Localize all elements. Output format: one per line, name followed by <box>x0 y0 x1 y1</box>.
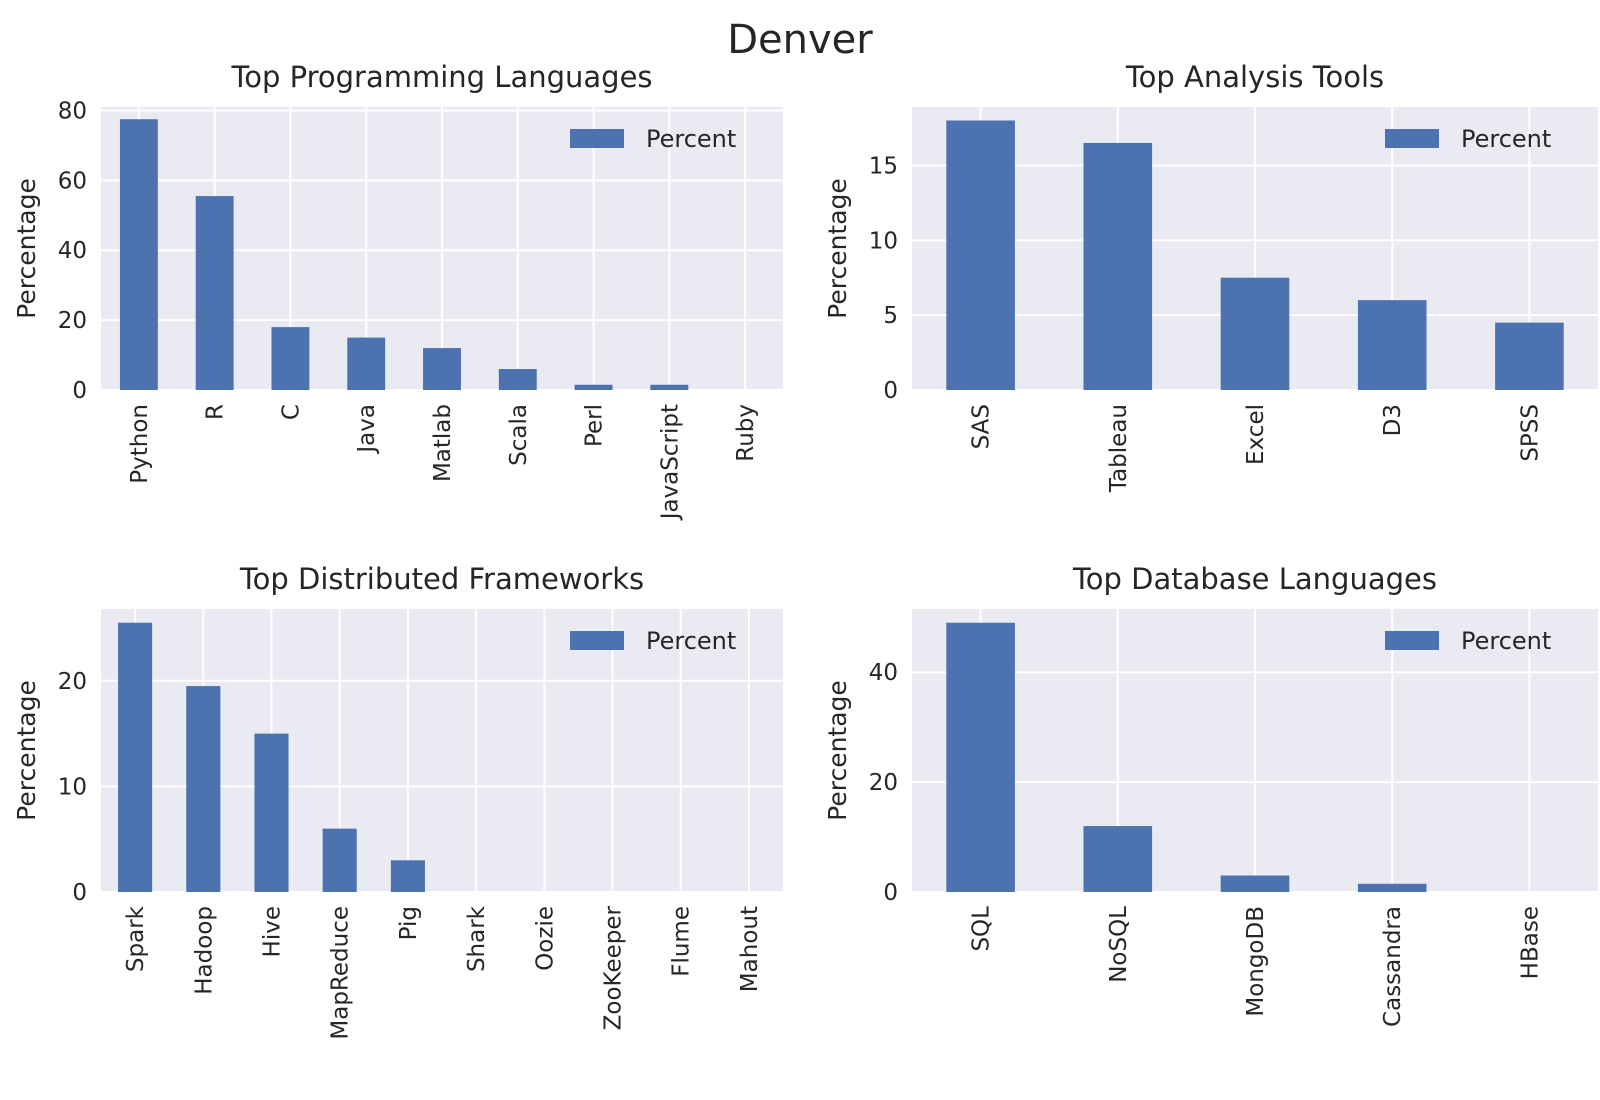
x-tick-label: HBase <box>1517 906 1543 979</box>
bar-perl <box>574 384 613 390</box>
legend: Percent <box>1385 627 1551 655</box>
y-tick-label: 0 <box>883 378 898 404</box>
y-axis-label: Percentage <box>12 178 41 319</box>
x-tick-label: Excel <box>1243 404 1269 465</box>
legend: Percent <box>1385 125 1551 153</box>
x-tick-label: C <box>278 404 304 420</box>
x-tick-label: MapReduce <box>328 906 354 1040</box>
y-tick-label: 80 <box>58 98 87 124</box>
bar-c <box>271 327 310 390</box>
bar-spss <box>1495 322 1564 390</box>
x-tick-label: Cassandra <box>1380 906 1406 1027</box>
legend: Percent <box>570 125 736 153</box>
x-tick-label: R <box>203 404 229 420</box>
x-tick-label: SQL <box>969 906 995 952</box>
bar-scala <box>498 369 537 390</box>
x-tick-label: NoSQL <box>1106 906 1132 983</box>
x-tick-label: Hadoop <box>191 906 217 995</box>
bar-hadoop <box>186 686 221 892</box>
x-tick-label: Java <box>354 404 380 455</box>
x-tick-label: Scala <box>506 404 532 466</box>
y-axis-label: Percentage <box>823 178 852 319</box>
bar-r <box>195 196 234 390</box>
x-tick-label: Tableau <box>1106 404 1132 493</box>
x-tick-label: Spark <box>123 905 149 972</box>
x-tick-label: Python <box>127 404 153 484</box>
legend-swatch <box>570 129 624 148</box>
bar-d3 <box>1357 300 1427 390</box>
legend-label: Percent <box>1461 125 1551 153</box>
x-tick-label: Mahout <box>737 906 763 992</box>
legend-label: Percent <box>646 627 736 655</box>
bar-sas <box>946 120 1015 390</box>
y-tick-label: 10 <box>869 228 898 254</box>
x-tick-label: Pig <box>396 906 422 940</box>
x-tick-label: Flume <box>669 906 695 977</box>
legend-label: Percent <box>1461 627 1551 655</box>
y-tick-label: 0 <box>72 880 87 906</box>
bar-pig <box>390 860 425 892</box>
y-tick-label: 15 <box>869 153 898 179</box>
x-tick-label: SAS <box>969 404 995 449</box>
x-tick-label: Oozie <box>532 906 558 971</box>
legend-swatch <box>1385 129 1439 148</box>
bar-tableau <box>1083 142 1153 390</box>
x-tick-label: Perl <box>582 404 608 447</box>
bar-mapreduce <box>322 828 357 892</box>
x-tick-label: JavaScript <box>657 404 683 521</box>
x-tick-label: Hive <box>260 906 286 957</box>
x-tick-label: MongoDB <box>1243 906 1269 1017</box>
bar-python <box>119 119 158 390</box>
bar-java <box>347 337 386 390</box>
bar-cassandra <box>1357 883 1427 892</box>
y-tick-label: 20 <box>58 669 87 695</box>
bar-hive <box>254 733 289 892</box>
legend: Percent <box>570 627 736 655</box>
figure-title: Denver <box>727 17 873 63</box>
legend-swatch <box>1385 631 1439 650</box>
y-tick-label: 20 <box>58 308 87 334</box>
x-tick-label: Ruby <box>733 404 759 462</box>
bar-sql <box>946 622 1015 892</box>
bar-excel <box>1220 277 1290 390</box>
legend-label: Percent <box>646 125 736 153</box>
x-tick-label: D3 <box>1380 404 1406 436</box>
bar-matlab <box>423 348 461 390</box>
y-tick-label: 0 <box>883 880 898 906</box>
bar-mongodb <box>1220 875 1290 892</box>
x-tick-label: Matlab <box>430 404 456 482</box>
y-tick-label: 0 <box>72 378 87 404</box>
bar-nosql <box>1083 826 1153 892</box>
y-tick-label: 20 <box>869 770 898 796</box>
chart-panel-3: 0 10 20 Spark Hadoop Hive MapReduce Pig Shark Ooz… <box>12 562 783 1040</box>
chart-panel-2: 0 5 10 15 SAS Tableau Excel D3 SPSS Top Analysis … <box>823 60 1598 493</box>
x-tick-label: ZooKeeper <box>601 905 627 1030</box>
legend-swatch <box>570 631 624 650</box>
y-axis-label: Percentage <box>823 680 852 821</box>
y-tick-label: 5 <box>883 303 898 329</box>
y-axis-label: Percentage <box>12 680 41 821</box>
bar-spark <box>118 622 153 892</box>
chart-panel-1: 0 20 40 60 80 Python R C Java Matlab Scala Perl Java… <box>12 60 783 521</box>
chart-title: Top Distributed Frameworks <box>239 562 644 596</box>
chart-panel-4: 0 20 40 SQL NoSQL MongoDB Cassandra HBase Top Da… <box>823 562 1598 1027</box>
chart-title: Top Programming Languages <box>230 60 652 94</box>
chart-title: Top Database Languages <box>1072 562 1437 596</box>
x-tick-label: Shark <box>464 905 490 972</box>
y-tick-label: 10 <box>58 774 87 800</box>
chart-title: Top Analysis Tools <box>1125 60 1384 94</box>
bar-javascript <box>650 384 689 390</box>
x-tick-label: SPSS <box>1517 404 1543 462</box>
chart-panels: 0 20 40 60 80 Python R C Java Matlab Scala Perl Java… <box>12 60 1598 1040</box>
y-tick-label: 40 <box>869 660 898 686</box>
y-tick-label: 40 <box>58 238 87 264</box>
y-tick-label: 60 <box>58 168 87 194</box>
